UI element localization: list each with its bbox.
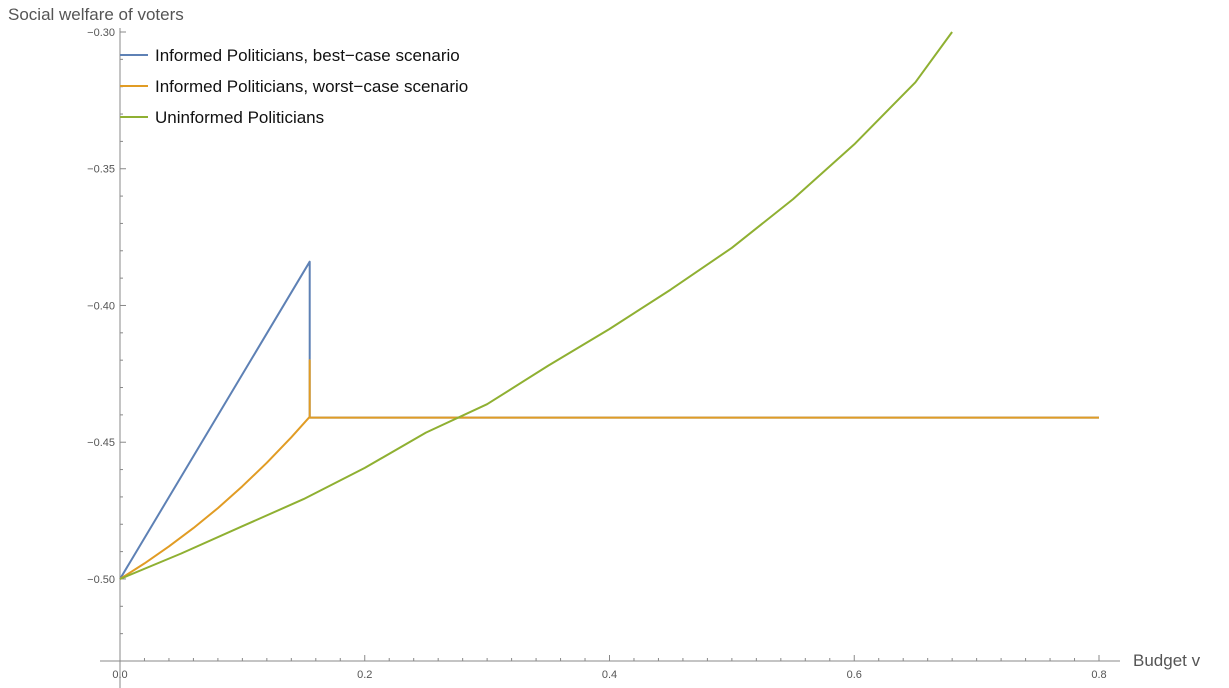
series-line-2	[119, 359, 1099, 580]
series-line-1	[119, 260, 1099, 580]
y-axis-title: Social welfare of voters	[8, 5, 184, 24]
legend-label: Informed Politicians, best−case scenario	[155, 46, 460, 65]
legend-item: Informed Politicians, best−case scenario	[120, 46, 460, 65]
axes: 0.0 0.2 0.4 0.6 0.8 −0.30 −0.35 −0.40 −0.45 −0.50	[87, 27, 1120, 688]
x-tick-label: 0.0	[112, 669, 127, 681]
y-tick-label: −0.35	[87, 164, 115, 176]
x-tick-label: 0.2	[357, 669, 372, 681]
legend: Informed Politicians, best−case scenario…	[120, 46, 468, 127]
legend-label: Informed Politicians, worst−case scenari…	[155, 77, 468, 96]
x-tick-label: 0.8	[1091, 669, 1106, 681]
x-tick-label: 0.6	[847, 669, 862, 681]
legend-item: Informed Politicians, worst−case scenari…	[120, 77, 468, 96]
y-tick-label: −0.40	[87, 300, 115, 312]
series-line-3	[119, 31, 953, 580]
x-tick-label: 0.4	[602, 669, 617, 681]
legend-label: Uninformed Politicians	[155, 108, 324, 127]
y-tick-label: −0.30	[87, 27, 115, 39]
legend-item: Uninformed Politicians	[120, 108, 324, 127]
x-axis-title: Budget v	[1133, 651, 1201, 670]
series-layer	[119, 31, 1099, 580]
y-tick-label: −0.50	[87, 574, 115, 586]
y-tick-label: −0.45	[87, 437, 115, 449]
